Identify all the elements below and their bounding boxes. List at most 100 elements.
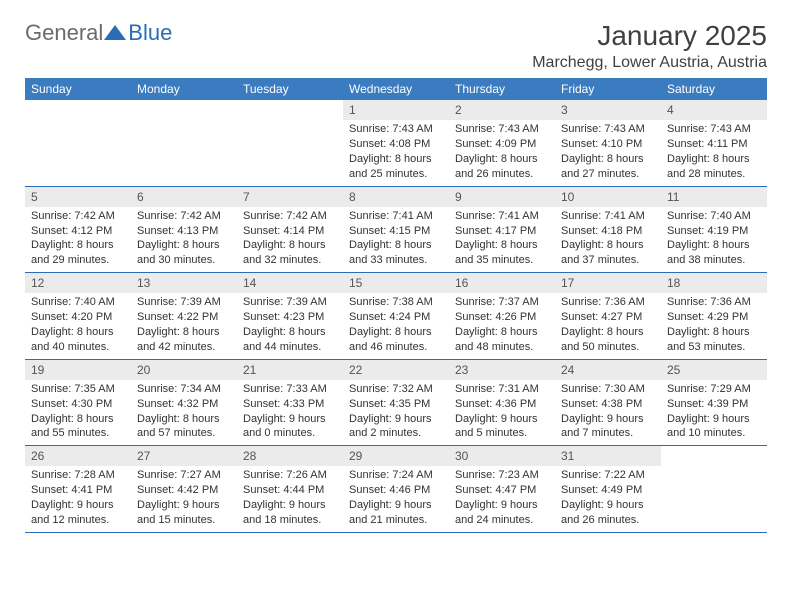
sunrise: Sunrise: 7:42 AM: [137, 209, 231, 224]
day-cell: 18Sunrise: 7:36 AMSunset: 4:29 PMDayligh…: [661, 273, 767, 359]
day-body: Sunrise: 7:30 AMSunset: 4:38 PMDaylight:…: [555, 380, 661, 445]
sunset: Sunset: 4:36 PM: [455, 397, 549, 412]
daylight-2: and 26 minutes.: [561, 513, 655, 528]
day-number: 27: [131, 446, 237, 466]
day-header: Sunday: [25, 78, 131, 100]
daylight-1: Daylight: 8 hours: [349, 238, 443, 253]
sunset: Sunset: 4:46 PM: [349, 483, 443, 498]
daylight-2: and 5 minutes.: [455, 426, 549, 441]
daylight-2: and 15 minutes.: [137, 513, 231, 528]
day-cell: 3Sunrise: 7:43 AMSunset: 4:10 PMDaylight…: [555, 100, 661, 186]
daylight-1: Daylight: 8 hours: [561, 325, 655, 340]
day-cell: 27Sunrise: 7:27 AMSunset: 4:42 PMDayligh…: [131, 446, 237, 532]
daylight-2: and 24 minutes.: [455, 513, 549, 528]
sunrise: Sunrise: 7:23 AM: [455, 468, 549, 483]
day-number: 6: [131, 187, 237, 207]
day-header: Tuesday: [237, 78, 343, 100]
sunset: Sunset: 4:49 PM: [561, 483, 655, 498]
day-number: 14: [237, 273, 343, 293]
day-cell: [131, 100, 237, 186]
logo-triangle-icon: [104, 25, 126, 40]
sunset: Sunset: 4:18 PM: [561, 224, 655, 239]
month-title: January 2025: [532, 20, 767, 52]
day-body: Sunrise: 7:32 AMSunset: 4:35 PMDaylight:…: [343, 380, 449, 445]
sunset: Sunset: 4:09 PM: [455, 137, 549, 152]
week-row: 26Sunrise: 7:28 AMSunset: 4:41 PMDayligh…: [25, 446, 767, 533]
sunrise: Sunrise: 7:36 AM: [667, 295, 761, 310]
day-body: Sunrise: 7:35 AMSunset: 4:30 PMDaylight:…: [25, 380, 131, 445]
day-cell: 4Sunrise: 7:43 AMSunset: 4:11 PMDaylight…: [661, 100, 767, 186]
sunset: Sunset: 4:22 PM: [137, 310, 231, 325]
sunrise: Sunrise: 7:28 AM: [31, 468, 125, 483]
day-number: 21: [237, 360, 343, 380]
daylight-1: Daylight: 8 hours: [243, 238, 337, 253]
sunset: Sunset: 4:14 PM: [243, 224, 337, 239]
day-number: 3: [555, 100, 661, 120]
day-body: Sunrise: 7:42 AMSunset: 4:14 PMDaylight:…: [237, 207, 343, 272]
sunrise: Sunrise: 7:43 AM: [349, 122, 443, 137]
day-body: Sunrise: 7:39 AMSunset: 4:23 PMDaylight:…: [237, 293, 343, 358]
daylight-1: Daylight: 9 hours: [455, 412, 549, 427]
day-body: Sunrise: 7:37 AMSunset: 4:26 PMDaylight:…: [449, 293, 555, 358]
logo-text-general: General: [25, 20, 103, 46]
daylight-1: Daylight: 9 hours: [455, 498, 549, 513]
daylight-1: Daylight: 8 hours: [31, 238, 125, 253]
day-body: Sunrise: 7:41 AMSunset: 4:15 PMDaylight:…: [343, 207, 449, 272]
day-cell: 2Sunrise: 7:43 AMSunset: 4:09 PMDaylight…: [449, 100, 555, 186]
day-body: Sunrise: 7:24 AMSunset: 4:46 PMDaylight:…: [343, 466, 449, 531]
daylight-1: Daylight: 8 hours: [455, 152, 549, 167]
sunrise: Sunrise: 7:42 AM: [243, 209, 337, 224]
day-body: Sunrise: 7:33 AMSunset: 4:33 PMDaylight:…: [237, 380, 343, 445]
day-body: Sunrise: 7:40 AMSunset: 4:20 PMDaylight:…: [25, 293, 131, 358]
sunrise: Sunrise: 7:41 AM: [455, 209, 549, 224]
sunset: Sunset: 4:30 PM: [31, 397, 125, 412]
daylight-1: Daylight: 9 hours: [561, 412, 655, 427]
daylight-1: Daylight: 8 hours: [561, 152, 655, 167]
daylight-1: Daylight: 8 hours: [667, 325, 761, 340]
day-body: Sunrise: 7:31 AMSunset: 4:36 PMDaylight:…: [449, 380, 555, 445]
day-cell: 22Sunrise: 7:32 AMSunset: 4:35 PMDayligh…: [343, 360, 449, 446]
daylight-2: and 50 minutes.: [561, 340, 655, 355]
daylight-2: and 32 minutes.: [243, 253, 337, 268]
daylight-1: Daylight: 8 hours: [561, 238, 655, 253]
sunset: Sunset: 4:44 PM: [243, 483, 337, 498]
daylight-1: Daylight: 8 hours: [455, 238, 549, 253]
daylight-1: Daylight: 9 hours: [561, 498, 655, 513]
daylight-2: and 46 minutes.: [349, 340, 443, 355]
daylight-2: and 55 minutes.: [31, 426, 125, 441]
sunset: Sunset: 4:19 PM: [667, 224, 761, 239]
sunset: Sunset: 4:27 PM: [561, 310, 655, 325]
day-number: 20: [131, 360, 237, 380]
sunset: Sunset: 4:15 PM: [349, 224, 443, 239]
sunset: Sunset: 4:29 PM: [667, 310, 761, 325]
day-cell: [661, 446, 767, 532]
sunrise: Sunrise: 7:32 AM: [349, 382, 443, 397]
day-body: Sunrise: 7:28 AMSunset: 4:41 PMDaylight:…: [25, 466, 131, 531]
day-cell: 8Sunrise: 7:41 AMSunset: 4:15 PMDaylight…: [343, 187, 449, 273]
day-number: 16: [449, 273, 555, 293]
daylight-1: Daylight: 8 hours: [31, 412, 125, 427]
day-headers: SundayMondayTuesdayWednesdayThursdayFrid…: [25, 78, 767, 100]
day-body: Sunrise: 7:22 AMSunset: 4:49 PMDaylight:…: [555, 466, 661, 531]
sunrise: Sunrise: 7:29 AM: [667, 382, 761, 397]
daylight-2: and 30 minutes.: [137, 253, 231, 268]
day-cell: 28Sunrise: 7:26 AMSunset: 4:44 PMDayligh…: [237, 446, 343, 532]
day-body: Sunrise: 7:27 AMSunset: 4:42 PMDaylight:…: [131, 466, 237, 531]
logo-text-blue: Blue: [128, 20, 172, 46]
daylight-1: Daylight: 8 hours: [31, 325, 125, 340]
daylight-2: and 10 minutes.: [667, 426, 761, 441]
location: Marchegg, Lower Austria, Austria: [532, 54, 767, 72]
day-header: Monday: [131, 78, 237, 100]
day-number: 29: [343, 446, 449, 466]
day-body: Sunrise: 7:23 AMSunset: 4:47 PMDaylight:…: [449, 466, 555, 531]
daylight-2: and 7 minutes.: [561, 426, 655, 441]
day-body: Sunrise: 7:36 AMSunset: 4:29 PMDaylight:…: [661, 293, 767, 358]
day-cell: 17Sunrise: 7:36 AMSunset: 4:27 PMDayligh…: [555, 273, 661, 359]
day-cell: 6Sunrise: 7:42 AMSunset: 4:13 PMDaylight…: [131, 187, 237, 273]
daylight-2: and 21 minutes.: [349, 513, 443, 528]
day-body: Sunrise: 7:38 AMSunset: 4:24 PMDaylight:…: [343, 293, 449, 358]
day-body: Sunrise: 7:39 AMSunset: 4:22 PMDaylight:…: [131, 293, 237, 358]
sunrise: Sunrise: 7:30 AM: [561, 382, 655, 397]
sunset: Sunset: 4:47 PM: [455, 483, 549, 498]
day-header: Friday: [555, 78, 661, 100]
